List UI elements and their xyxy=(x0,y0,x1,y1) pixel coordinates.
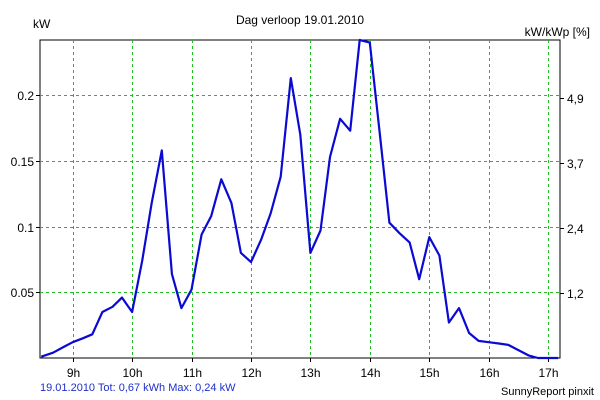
x-tick-label: 14h xyxy=(360,366,381,380)
x-tick-label: 10h xyxy=(122,366,143,380)
y2-tick-label: 4,9 xyxy=(567,91,584,106)
x-tick-label: 9h xyxy=(66,366,81,380)
footer-summary: 19.01.2010 Tot: 0,67 kWh Max: 0,24 kW xyxy=(40,382,236,394)
y-tick-label: 0.1 xyxy=(17,220,34,235)
chart-title: Dag verloop 19.01.2010 xyxy=(235,13,365,27)
axis-ticks xyxy=(36,95,564,362)
footer-credit: SunnyReport pinxit xyxy=(501,386,594,398)
x-tick-label: 15h xyxy=(419,366,440,380)
x-tick-label: 17h xyxy=(538,366,559,380)
y-tick-label: 0.05 xyxy=(10,285,34,300)
x-tick-label: 12h xyxy=(241,366,262,380)
x-tick-label: 16h xyxy=(479,366,500,380)
y2-tick-label: 1,2 xyxy=(567,286,584,301)
y-tick-label: 0.2 xyxy=(17,88,34,103)
right-axis-unit: kW/kWp [%] xyxy=(524,25,590,39)
y-tick-label: 0.15 xyxy=(10,154,34,169)
y2-tick-label: 3,7 xyxy=(567,156,584,171)
grid-lines xyxy=(40,40,560,358)
series-line xyxy=(40,38,559,360)
x-tick-label: 11h xyxy=(182,366,203,380)
y2-tick-label: 2,4 xyxy=(567,221,584,236)
x-tick-label: 13h xyxy=(300,366,321,380)
plot-area-border xyxy=(39,39,561,359)
left-axis-unit: kW xyxy=(33,17,51,31)
